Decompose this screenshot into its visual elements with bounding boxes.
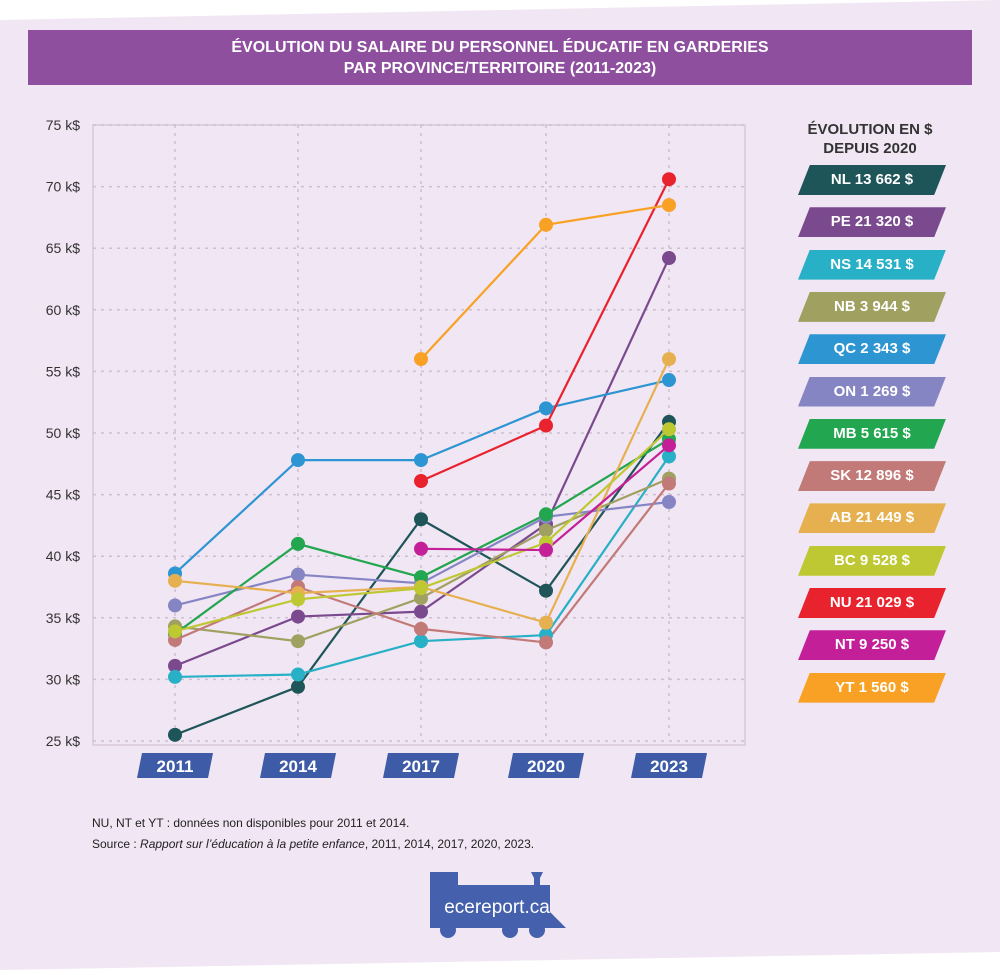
data-point-qc [291,453,305,468]
legend-title-line-1: ÉVOLUTION EN $ [807,121,933,138]
data-point-yt [539,217,553,232]
y-tick-label: 40 k$ [46,548,80,564]
data-point-ns [291,667,305,682]
data-point-nb [414,591,428,606]
data-point-pe [291,609,305,624]
legend-title-line-2: DEPUIS 2020 [823,140,917,157]
data-point-nu [662,172,676,187]
data-point-bc [291,592,305,607]
data-point-bc [414,581,428,596]
data-point-ns [662,449,676,464]
data-point-nt [539,543,553,558]
x-tick-label: 2011 [157,757,194,776]
data-point-nl [539,583,553,598]
data-point-sk [662,476,676,491]
y-tick-label: 50 k$ [46,425,80,441]
data-point-nt [414,541,428,556]
data-point-nb [291,634,305,649]
data-point-pe [168,658,182,673]
data-point-ab [168,573,182,588]
x-tick-label: 2020 [527,757,565,776]
footnote-availability: NU, NT et YT : données non disponibles p… [92,816,410,830]
x-tick-label: 2023 [650,757,688,776]
legend-item: NL 13 662 $ [798,165,946,195]
data-point-qc [662,373,676,388]
data-point-qc [539,401,553,416]
data-point-on [168,598,182,613]
legend-item: ON 1 269 $ [798,376,946,407]
y-tick-label: 75 k$ [46,117,80,133]
data-point-mb [414,570,428,585]
data-point-nu [539,418,553,433]
legend-item: NT 9 250 $ [798,630,946,661]
chart-title: ÉVOLUTION DU SALAIRE DU PERSONNEL ÉDUCAT… [28,30,972,85]
data-point-nl [414,512,428,527]
data-point-ab [662,352,676,367]
legend-item: NS 14 531 $ [798,249,946,280]
y-tick-label: 35 k$ [46,610,80,626]
data-point-nu [414,474,428,489]
footnote-source: Source : Rapport sur l’éducation à la pe… [92,834,534,855]
data-point-ns [414,634,428,649]
train-logo [430,872,566,938]
legend-item: AB 21 449 $ [798,503,946,534]
data-point-sk [414,621,428,636]
y-tick-label: 30 k$ [46,671,80,687]
data-point-pe [414,604,428,619]
legend-item: PE 21 320 $ [798,207,946,238]
source-prefix: Source : [92,837,141,851]
data-point-ab [539,615,553,630]
data-point-yt [414,352,428,367]
x-tick-label: 2017 [402,757,440,776]
legend-item: NU 21 029 $ [798,588,946,618]
plot-frame [92,124,746,746]
data-point-nl [168,727,182,742]
data-point-sk [539,635,553,650]
y-tick-label: 60 k$ [46,302,80,318]
title-line-2: PAR PROVINCE/TERRITOIRE (2011-2023) [343,59,657,77]
line-chart: 25 k$ 30 k$ 35 k$ 40 k$ 45 k$ 50 k$ 55 k$ 60 k$… [46,117,746,778]
logo-text: ecereport.ca [444,897,550,918]
x-tick-badge [383,753,459,778]
data-point-yt [662,198,676,213]
x-tick-label: 2014 [279,757,317,776]
data-point-ns [168,669,182,684]
source-suffix: , 2011, 2014, 2017, 2020, 2023. [364,837,535,851]
y-tick-label: 45 k$ [46,487,80,503]
legend-item: MB 5 615 $ [798,418,946,449]
data-point-nb [539,523,553,538]
y-tick-label: 25 k$ [46,733,80,749]
x-tick-badge [631,753,707,778]
data-point-on [291,567,305,582]
data-point-nt [662,438,676,453]
data-point-bc [168,624,182,639]
x-tick-badge [137,753,213,778]
legend-item: YT 1 560 $ [798,672,946,703]
data-point-bc [662,422,676,437]
y-tick-label: 65 k$ [46,240,80,256]
legend-item: NB 3 944 $ [798,291,946,322]
x-tick-badge [260,753,336,778]
legend-item: QC 2 343 $ [798,334,946,365]
x-tick-badge [508,753,584,778]
data-point-nl [291,679,305,694]
data-point-mb [539,507,553,522]
legend-title: ÉVOLUTION EN $ DEPUIS 2020 [790,120,950,158]
data-point-qc [414,453,428,468]
data-point-on [662,494,676,509]
source-title: Rapport sur l’éducation à la petite enfa… [140,837,365,851]
y-tick-label: 70 k$ [46,179,80,195]
legend-item: SK 12 896 $ [798,461,946,492]
data-point-pe [662,251,676,266]
legend-item: BC 9 528 $ [798,545,946,576]
footnote: NU, NT et YT : données non disponibles p… [92,813,534,855]
y-tick-label: 55 k$ [46,363,80,379]
data-point-mb [291,536,305,551]
title-line-1: ÉVOLUTION DU SALAIRE DU PERSONNEL ÉDUCAT… [231,38,769,56]
